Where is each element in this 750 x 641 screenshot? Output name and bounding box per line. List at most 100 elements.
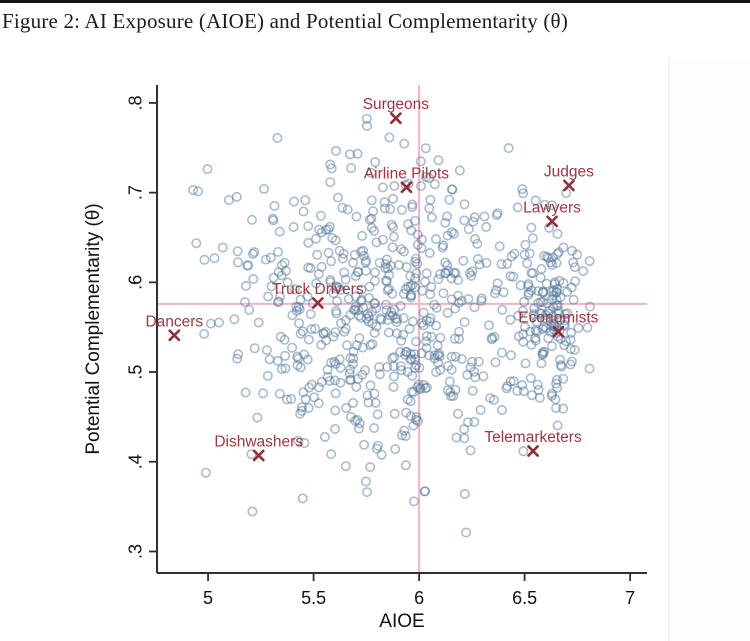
scatter-point xyxy=(328,288,339,299)
scatter-point xyxy=(272,133,283,144)
scatter-point xyxy=(351,381,362,392)
scatter-point xyxy=(565,334,576,345)
scatter-point xyxy=(426,281,437,292)
x-marker-icon xyxy=(389,112,402,125)
scatter-point xyxy=(395,346,406,357)
scatter-point xyxy=(527,233,538,244)
scatter-point xyxy=(313,382,324,393)
scatter-point xyxy=(522,258,533,269)
scatter-point xyxy=(241,280,252,291)
scatter-point xyxy=(453,275,464,286)
scatter-point xyxy=(539,199,550,210)
scatter-point xyxy=(448,390,459,401)
scatter-point xyxy=(302,354,313,365)
scatter-point xyxy=(396,204,407,215)
scatter-point xyxy=(258,388,269,399)
scatter-point xyxy=(345,374,356,385)
scatter-point xyxy=(425,194,436,205)
y-tick-label: .8 xyxy=(126,95,146,110)
scatter-point xyxy=(479,211,490,222)
scatter-point xyxy=(205,318,216,329)
scatter-point xyxy=(572,249,583,260)
scatter-point xyxy=(376,449,387,460)
scatter-point xyxy=(322,364,333,375)
scatter-point xyxy=(347,397,358,408)
scatter-point xyxy=(489,331,500,342)
scatter-point xyxy=(435,364,446,375)
scatter-point xyxy=(326,256,337,267)
scatter-point xyxy=(467,385,478,396)
scatter-point xyxy=(288,222,299,233)
scatter-point xyxy=(478,371,489,382)
scatter-point xyxy=(424,173,435,184)
scatter-point xyxy=(420,143,431,154)
scatter-point xyxy=(414,362,425,373)
scatter-point xyxy=(329,375,340,386)
scatter-point xyxy=(520,239,531,250)
scatter-point xyxy=(247,248,258,259)
scatter-point xyxy=(444,194,455,205)
scatter-point xyxy=(411,411,422,422)
scatter-point xyxy=(425,289,436,300)
scatter-point xyxy=(379,203,390,214)
occupation-label: Dishwashers xyxy=(214,433,303,450)
scatter-point xyxy=(276,270,287,281)
scatter-point xyxy=(459,199,470,210)
scatter-point xyxy=(286,393,297,404)
scatter-point xyxy=(473,356,484,367)
scatter-point xyxy=(357,342,368,353)
scatter-point xyxy=(240,387,251,398)
x-tick-label: 6.5 xyxy=(512,588,537,608)
scatter-point xyxy=(408,496,419,507)
scatter-point xyxy=(518,446,529,457)
scatter-point xyxy=(494,241,505,252)
scatter-point xyxy=(209,253,220,264)
scatter-point xyxy=(446,351,457,362)
scatter-point xyxy=(429,179,440,190)
scatter-point xyxy=(540,310,551,321)
scatter-point xyxy=(420,276,431,287)
scatter-point xyxy=(410,253,421,264)
scatter-point xyxy=(468,216,479,227)
scatter-point xyxy=(300,394,311,405)
scatter-point xyxy=(330,327,341,338)
scatter-point xyxy=(287,342,298,353)
occupation-marker: Telemarketers xyxy=(484,429,582,457)
occupation-marker: Dancers xyxy=(145,313,203,342)
scatter-point xyxy=(340,323,351,334)
scatter-point xyxy=(402,366,413,377)
scatter-point xyxy=(517,184,528,195)
scatter-point xyxy=(304,382,315,393)
occupation-marker: Judges xyxy=(544,163,594,192)
scatter-point xyxy=(341,402,352,413)
scatter-point xyxy=(459,317,470,328)
scatter-point xyxy=(296,402,307,413)
scatter-point xyxy=(371,443,382,454)
scatter-point xyxy=(405,270,416,281)
scatter-point xyxy=(382,285,393,296)
scatter-point xyxy=(569,344,580,355)
scatter-point xyxy=(475,404,486,415)
scatter-point xyxy=(199,254,210,265)
scatter-point xyxy=(366,195,377,206)
scatter-point xyxy=(526,222,537,233)
occupation-marker: Airline Pilots xyxy=(364,165,449,194)
scatter-point xyxy=(568,294,579,305)
scatter-point xyxy=(400,430,411,441)
scatter-point xyxy=(272,355,283,366)
scatter-point xyxy=(534,392,545,403)
scatter-point xyxy=(447,184,458,195)
scatter-point xyxy=(530,333,541,344)
scatter-point xyxy=(458,255,469,266)
scatter-point xyxy=(412,258,423,269)
x-marker-icon xyxy=(311,297,324,309)
scatter-point xyxy=(306,324,317,335)
scatter-point xyxy=(412,229,423,240)
scatter-point xyxy=(358,251,369,262)
scatter-point xyxy=(292,351,303,362)
scatter-point xyxy=(261,345,272,356)
scatter-point xyxy=(411,336,422,347)
scatter-point xyxy=(396,365,407,376)
scatter-point xyxy=(512,385,523,396)
scatter-point xyxy=(313,269,324,280)
